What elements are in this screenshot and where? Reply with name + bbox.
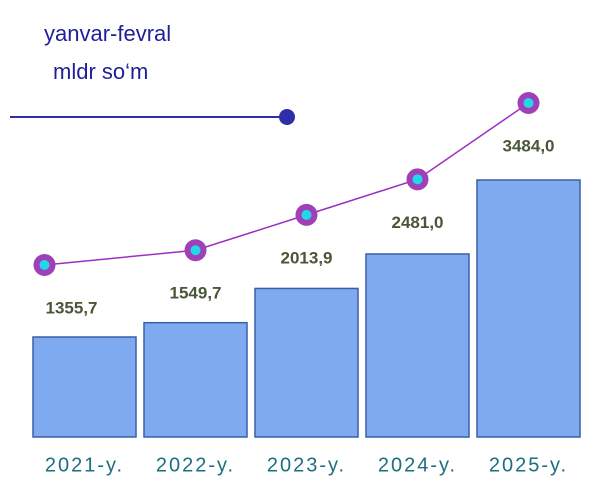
marker-center <box>39 260 50 270</box>
data-label: 1355,7 <box>46 298 98 317</box>
data-label: 2013,9 <box>281 248 333 267</box>
chart-title: yanvar-fevral <box>44 21 171 46</box>
bar <box>143 321 248 438</box>
x-tick-label: 2023-y. <box>267 454 346 476</box>
data-label: 3484,0 <box>503 136 555 155</box>
x-tick-label: 2021-y. <box>45 454 124 476</box>
marker-center <box>523 98 534 108</box>
data-label: 2481,0 <box>392 213 444 232</box>
bar <box>476 179 581 438</box>
bar <box>254 287 359 438</box>
chart-subtitle: mldr so‘m <box>53 59 148 84</box>
marker-center <box>412 174 423 185</box>
bar <box>365 253 470 438</box>
x-tick-label: 2022-y. <box>156 454 235 476</box>
x-tick-label: 2024-y. <box>378 454 457 476</box>
marker-center <box>190 245 201 256</box>
marker-center <box>301 209 312 220</box>
line <box>44 102 529 266</box>
legend-dot <box>279 109 295 125</box>
x-tick-label: 2025-y. <box>489 454 568 476</box>
data-label: 1549,7 <box>170 284 222 303</box>
bar <box>32 336 137 438</box>
